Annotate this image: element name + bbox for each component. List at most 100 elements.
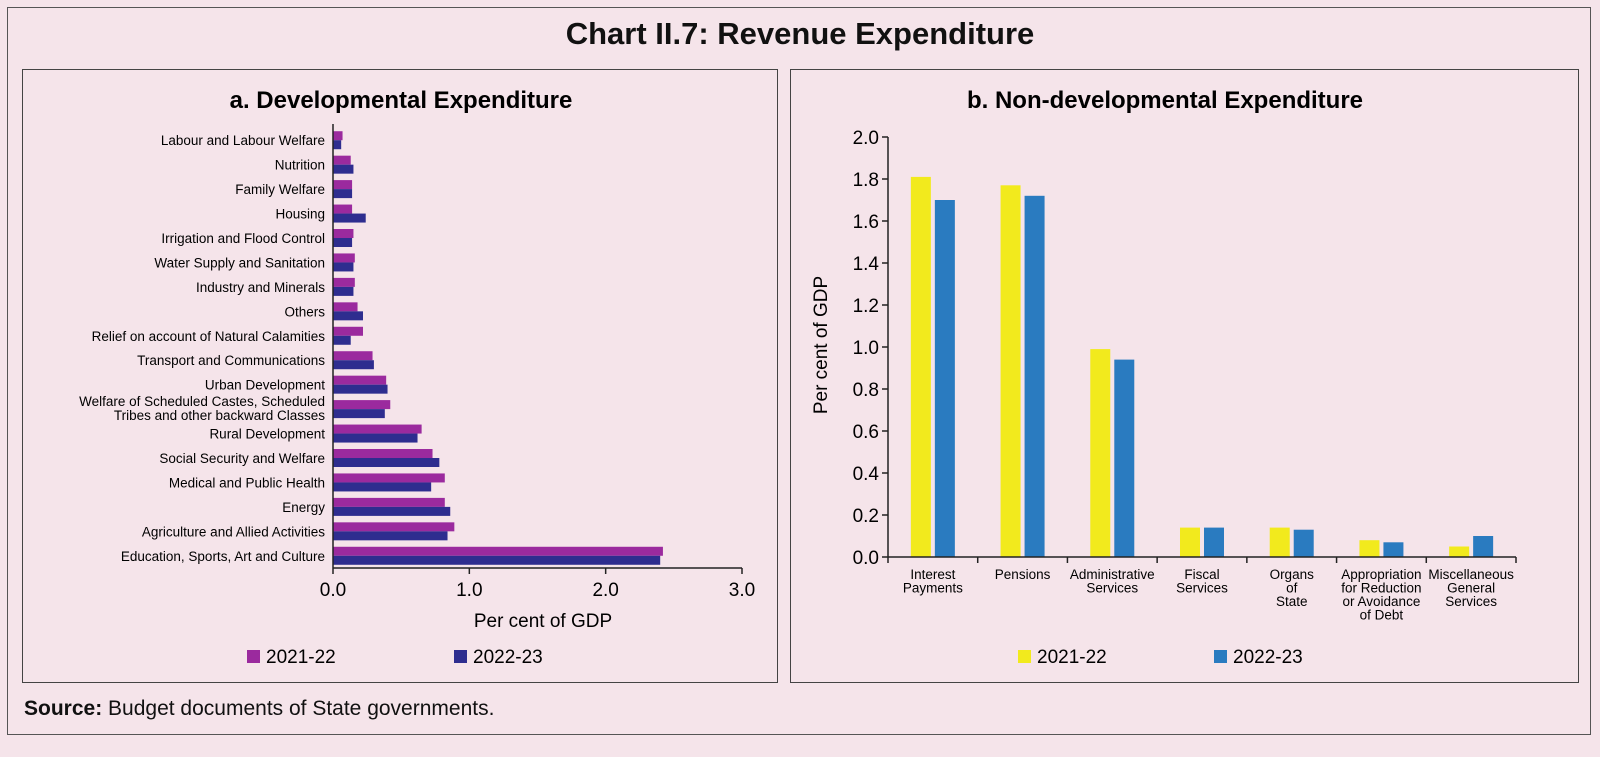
- bar-2022-7: [333, 311, 363, 321]
- y-axis-label: Per cent of GDP: [811, 276, 832, 414]
- bar-2021-0: [333, 131, 343, 141]
- bar-2021-15: [333, 497, 445, 507]
- non-developmental-chart: b. Non-developmental Expenditure 0.0 0.2 0.…: [811, 87, 1517, 668]
- category-label-line: Services: [1176, 581, 1228, 596]
- y-tick-label: 1.8: [853, 170, 879, 191]
- y-tick-label: 2.0: [853, 128, 879, 149]
- category-label-6: Industry and Minerals: [196, 280, 325, 295]
- category-label-line: Appropriation: [1341, 567, 1421, 582]
- category-label-8: Relief on account of Natural Calamities: [92, 329, 326, 344]
- category-label-2: Administrative Services: [1070, 567, 1155, 596]
- legend-label-2022: 2022-23: [473, 647, 543, 668]
- source-note: Source: Budget documents of State govern…: [24, 697, 494, 721]
- category-label-line: Fiscal: [1184, 567, 1219, 582]
- bar-2022-6: [1473, 536, 1494, 557]
- x-tick-label: 1.0: [456, 580, 482, 601]
- bar-2022-5: [1383, 542, 1404, 557]
- bar-2022-4: [333, 238, 353, 247]
- category-label-16: Agriculture and Allied Activities: [142, 524, 325, 539]
- bar-2021-3: [333, 204, 353, 214]
- bar-2022-2: [1114, 359, 1135, 557]
- bar-2022-5: [333, 262, 354, 272]
- category-label-line: State: [1276, 594, 1308, 609]
- category-label-line: Interest: [910, 567, 955, 582]
- y-tick-label: 0.4: [853, 464, 880, 485]
- category-label-1: Pensions: [995, 567, 1051, 582]
- developmental-chart: a. Developmental Expenditure Labour and L…: [79, 87, 755, 668]
- category-label-line: Administrative: [1070, 567, 1155, 582]
- panel-non-developmental: b. Non-developmental Expenditure 0.0 0.2 0.…: [790, 69, 1579, 683]
- category-label-12: Rural Development: [209, 427, 325, 442]
- category-label-line: Services: [1086, 581, 1138, 596]
- bar-2021-17: [333, 546, 663, 556]
- x-tick-label: 3.0: [729, 580, 755, 601]
- category-label-0: Labour and Labour Welfare: [161, 133, 325, 148]
- category-label-line: of: [1286, 581, 1298, 596]
- category-label-line: Pensions: [995, 567, 1051, 582]
- bar-2022-13: [333, 458, 440, 467]
- category-label-5: Appropriation for Reduction or Avoidance of…: [1341, 567, 1421, 623]
- bar-2021-0: [910, 176, 931, 557]
- bar-2021-2: [333, 180, 353, 190]
- category-label-9: Transport and Communications: [137, 353, 325, 368]
- category-label-line: Services: [1445, 594, 1497, 609]
- category-label-line: for Reduction: [1341, 581, 1421, 596]
- bar-2022-16: [333, 531, 448, 541]
- bar-2021-13: [333, 449, 433, 458]
- category-label-6: Miscellaneous General Services: [1428, 567, 1514, 609]
- legend-swatch-2021: [1018, 650, 1031, 663]
- category-label-7: Others: [284, 304, 325, 319]
- bar-2021-6: [1449, 546, 1470, 557]
- x-tick-label: 0.0: [320, 580, 346, 601]
- category-label-4: Organs of State: [1270, 567, 1315, 609]
- bar-2021-2: [1090, 349, 1111, 557]
- category-label-line: or Avoidance: [1343, 594, 1421, 609]
- y-tick-label: 1.6: [853, 212, 879, 233]
- category-label-13: Social Security and Welfare: [159, 451, 325, 466]
- bar-2021-14: [333, 473, 445, 483]
- y-tick-label: 1.2: [853, 296, 879, 317]
- bar-2021-4: [1269, 527, 1290, 557]
- category-label-5: Water Supply and Sanitation: [154, 255, 325, 270]
- legend-swatch-2022: [454, 650, 467, 663]
- bar-2022-3: [333, 213, 366, 223]
- category-label-4: Irrigation and Flood Control: [161, 231, 325, 246]
- bar-2022-11: [333, 409, 385, 419]
- y-tick-label: 1.4: [853, 254, 880, 275]
- bar-2021-12: [333, 424, 422, 434]
- panel-developmental: a. Developmental Expenditure Labour and L…: [22, 69, 778, 683]
- x-tick-label: 2.0: [592, 580, 618, 601]
- y-tick-label: 0.6: [853, 422, 879, 443]
- bar-2021-5: [333, 253, 355, 263]
- bar-2021-6: [333, 277, 355, 287]
- category-label-line: Payments: [903, 581, 963, 596]
- bar-2022-15: [333, 506, 451, 516]
- category-label-line: Organs: [1270, 567, 1315, 582]
- bar-2021-10: [333, 375, 387, 385]
- category-label-17: Education, Sports, Art and Culture: [121, 549, 325, 564]
- main-title: Chart II.7: Revenue Expenditure: [565, 16, 1035, 51]
- y-tick-label: 0.8: [853, 380, 879, 401]
- bar-2021-4: [333, 229, 354, 238]
- category-label-15: Energy: [282, 500, 325, 515]
- category-label-1: Nutrition: [275, 158, 325, 173]
- category-label-line: Welfare of Scheduled Castes, Scheduled: [79, 394, 325, 409]
- bar-2022-1: [333, 164, 354, 174]
- category-label-2: Family Welfare: [235, 182, 325, 197]
- bar-2022-2: [333, 189, 353, 199]
- chart-frame: [7, 7, 1591, 735]
- bar-2022-9: [333, 360, 374, 370]
- legend-label-2022: 2022-23: [1233, 647, 1303, 668]
- bar-2022-8: [333, 335, 351, 345]
- bar-2021-1: [1000, 185, 1021, 558]
- bar-2022-0: [934, 200, 955, 557]
- source-text: Budget documents of State governments.: [108, 697, 495, 720]
- bar-2022-0: [333, 140, 342, 150]
- bar-2022-10: [333, 384, 388, 394]
- bar-2022-6: [333, 286, 354, 296]
- x-axis-label: Per cent of GDP: [474, 611, 612, 632]
- category-label-line: General: [1447, 581, 1495, 596]
- legend-label-2021: 2021-22: [266, 647, 336, 668]
- bar-2022-12: [333, 433, 418, 443]
- y-tick-label: 0.2: [853, 506, 879, 527]
